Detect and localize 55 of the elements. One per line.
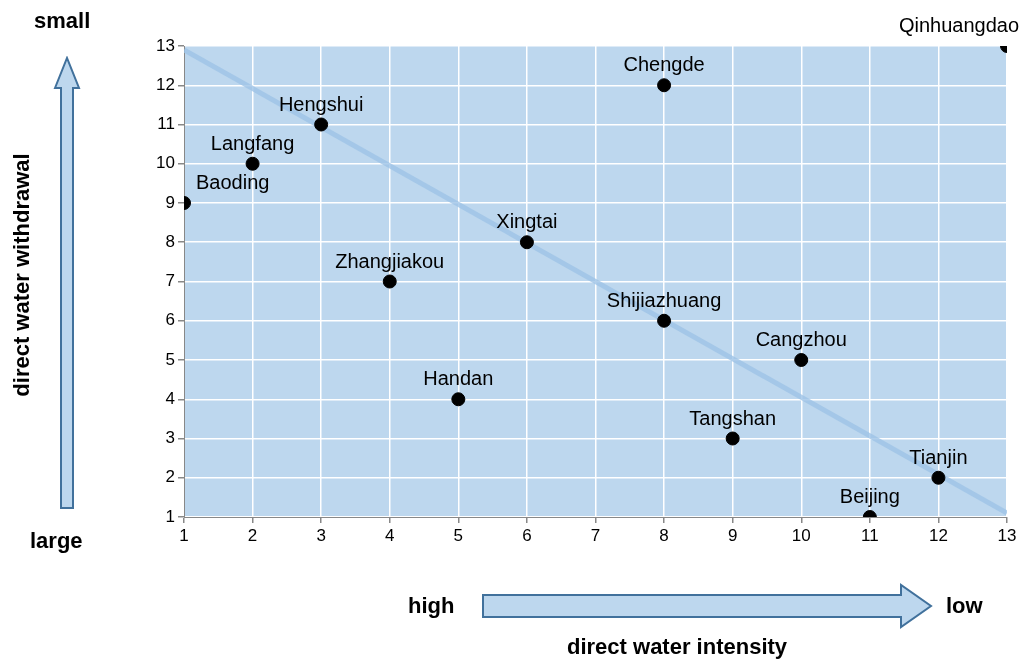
text: direct water withdrawal [9,153,35,397]
text: large [30,528,83,554]
annotation: Handan [423,367,494,390]
y-tick-label: 12 [156,74,175,94]
point [657,78,672,93]
x-tick-label: 7 [590,525,601,545]
y-tick-label: 10 [156,153,175,173]
annotation: Tangshan [689,406,777,429]
x-tick-label: 3 [316,525,326,545]
y-tick-label: 3 [165,428,175,448]
x-axis-title: direct water intensity [567,634,788,660]
x-tick-label: 12 [928,525,948,545]
annotation: Cangzhou [755,328,847,350]
x-tick-label: 2 [247,525,258,545]
annotation: Baoding [196,171,270,193]
annotation: Beijing [839,485,900,507]
point [794,353,809,367]
point [657,313,672,328]
annotation: Tianjin [909,445,968,468]
y-tick-label: 7 [165,271,175,291]
y-tick-label: 9 [165,192,175,212]
x-tick-label: 1 [179,525,189,545]
x-tick-label: 8 [659,525,669,545]
x-tick-label: 10 [791,525,811,545]
point [314,117,329,132]
y-tick-label: 13 [156,35,175,55]
point [931,470,946,485]
x-tick-label: 4 [385,525,395,545]
y-tick-label: 2 [165,467,175,487]
point [451,392,466,407]
x-tick-label: 11 [861,525,879,545]
annotation: Xingtai [496,210,558,233]
x-tick-label: 9 [727,525,738,545]
point [245,156,260,171]
point [725,431,740,446]
annotation: Chengde [623,53,705,76]
text: high [408,593,455,619]
text: low [946,593,983,619]
text: small [34,8,91,34]
annotation: Shijiazhuang [606,288,722,311]
y-tick-label: 1 [165,506,175,526]
annotation: Zhangjiakou [335,249,445,272]
y-tick-label: 8 [165,231,175,251]
annotation: Langfang [210,131,295,154]
y-tick-label: 6 [165,310,175,330]
x-tick-label: 6 [522,525,532,545]
annotation: Hengshui [278,92,364,115]
point [519,235,534,250]
y-tick-label: 4 [165,388,175,408]
annotation: Qinhuangdao [898,14,1019,36]
x-tick-label: 5 [453,525,464,545]
point [382,274,397,289]
y-tick-label: 5 [165,349,175,369]
x-tick-label: 13 [997,525,1017,545]
y-tick-label: 11 [157,114,175,134]
